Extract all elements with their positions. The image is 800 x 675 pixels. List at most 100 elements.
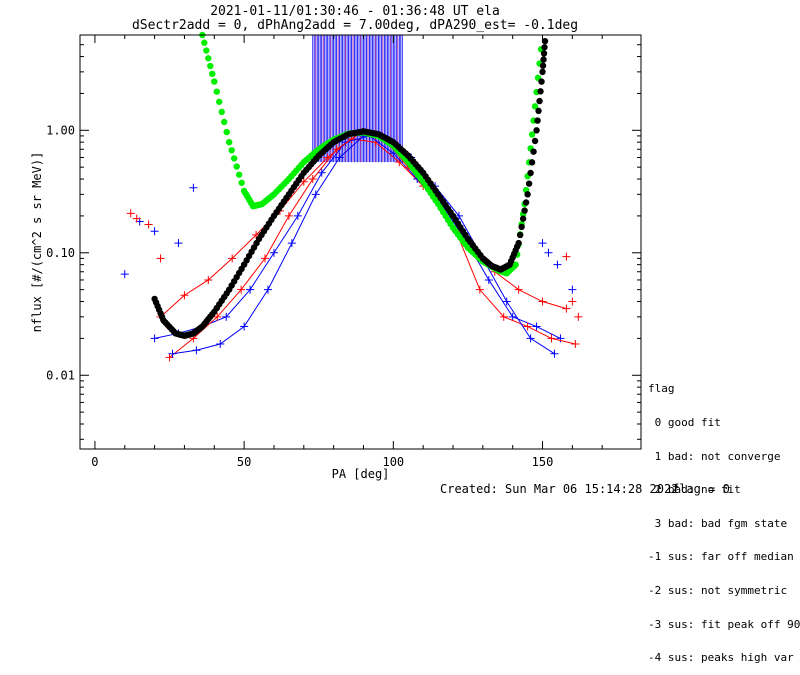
marker-point [189,183,198,192]
created-timestamp: Created: Sun Mar 06 15:14:28 2022 [440,482,679,496]
marker-point [574,312,583,321]
model-curve-point [233,163,240,170]
series-point [526,334,535,343]
legend-item-m3: -3 sus: fit peak off 90 [648,617,800,631]
marker-point [174,239,183,248]
model-curve-point [531,137,539,145]
model-curve-point [218,108,225,116]
model-curve-point [525,180,533,187]
model-curve-point [539,62,547,69]
series-point [556,334,565,343]
legend-item-m4: -4 sus: peaks high var [648,651,794,665]
legend-item-1: 1 bad: not converge [648,449,781,463]
legend-item-0: 0 good fit [648,416,721,430]
flag-legend: flag 0 good fit 1 bad: not converge 2 ba… [648,361,800,675]
model-curve-point [235,171,243,178]
series-point [475,285,484,294]
model-curve-point [207,62,214,70]
series-point [180,291,189,300]
model-curve-point [515,239,522,247]
series-point [240,322,249,331]
legend-title: flag [648,382,675,396]
model-curve-point [238,179,245,186]
legend-item-m1: -1 sus: far off median [648,550,794,564]
series-point [293,211,302,220]
model-curve-point [530,148,537,155]
model-curve-point [534,117,541,124]
series-point [514,285,523,294]
series-line [154,135,561,339]
model-curve-point [536,97,543,105]
series-point [317,168,326,177]
model-curve-point [512,261,519,268]
pitch-angle-chart: 0 50 100 150 0.01 0.10 1.00 PA [deg] nflux [#/(c… [30,31,642,481]
marker-point [144,220,153,229]
legend-item-2: 2 bad: no fit [648,483,741,497]
series-point [562,304,571,313]
chart-title-line2: dSectr2add = 0, dPhAng2add = 7.00deg, dP… [131,18,579,33]
series-point [222,312,231,321]
y-tick-label: 0.01 [46,368,75,382]
series-point [538,297,547,306]
model-curve-point [223,128,230,136]
series-point [499,312,508,321]
series-point [246,285,255,294]
model-curve-point [228,147,235,154]
model-curve-point [539,68,546,76]
legend-item-m2: -2 sus: not symmetric [648,584,788,598]
marker-point [568,285,577,294]
marker-point [126,209,135,218]
series-point [332,145,341,154]
series-point [484,275,493,284]
series-point [502,297,511,306]
model-curve-point [528,131,536,138]
marker-point [553,260,562,269]
series-point [216,339,225,348]
model-curve-point [540,56,547,63]
marker-point [544,248,553,257]
y-tick-label: 1.00 [46,123,75,137]
series-point [532,322,541,331]
series-point [311,190,320,199]
model-curve-point [522,199,530,206]
model-curve-point [209,70,216,78]
plot-frame [79,34,642,450]
y-axis-label: nflux [#/(cm^2 s sr MeV)] [30,152,44,333]
series-point [287,239,296,248]
x-tick-label: 100 [382,455,404,469]
series-point [571,339,580,348]
marker-point [156,254,165,263]
x-tick-label: 0 [91,455,98,469]
x-axis-label: PA [deg] [332,467,390,481]
marker-point [150,227,159,236]
series-point [192,346,201,355]
marker-point [120,270,129,279]
series-point [237,285,246,294]
series-point [335,153,344,162]
marker-point [562,252,571,261]
legend-item-3: 3 bad: bad fgm state [648,516,788,530]
series-point [213,312,222,321]
model-curve-point [533,127,540,134]
series-point [269,248,278,257]
series-point [550,349,559,358]
y-tick-label: 0.10 [46,246,75,260]
series-point [547,334,556,343]
model-curve-point [221,118,228,126]
model-curve-point [230,155,238,162]
series-point [263,285,272,294]
series-point [308,175,317,184]
model-curve-point [201,39,208,46]
model-curve-point [537,88,544,95]
model-curve-point [528,159,536,166]
series-point [204,275,213,284]
model-curve-point [213,88,220,95]
series-point [168,349,177,358]
model-curve-point [521,207,528,214]
model-curve-point [519,215,527,222]
model-curve-point [203,47,210,54]
flag-status: flag = 0 [672,482,730,496]
model-curve-point [205,55,212,62]
marker-point [132,214,141,223]
series-point [508,312,517,321]
